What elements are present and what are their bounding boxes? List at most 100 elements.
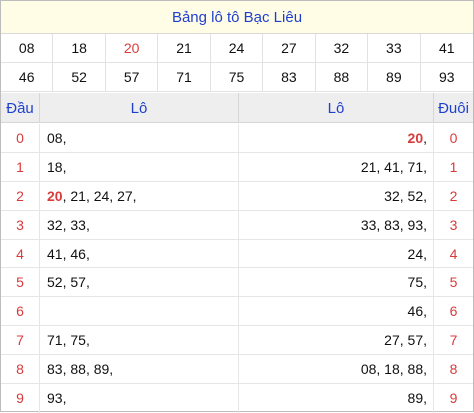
lo-left-cell: 71, 75, (39, 326, 238, 355)
lo-right-cell: 33, 83, 93, (238, 210, 433, 239)
lo-right-cell: 24, (238, 239, 433, 268)
lo-number: 93 (47, 390, 63, 407)
number-cell: 27 (263, 34, 316, 63)
dau-cell: 0 (16, 129, 24, 146)
lo-left-cell: 41, 46, (39, 239, 238, 268)
duoi-cell: 1 (433, 152, 473, 181)
lo-number: 41 (384, 158, 400, 175)
number-cell: 20 (105, 34, 159, 63)
lo-number: 88 (407, 361, 424, 378)
number-cell: 32 (315, 34, 369, 63)
lo-number: 89 (407, 390, 424, 407)
lo-number: 57 (407, 332, 424, 349)
lo-number: 08 (47, 129, 63, 146)
lo-number: 32 (384, 187, 400, 204)
number-cell: 24 (210, 34, 264, 63)
table-row: 2 20, 21, 24, 27, 32, 52, 2 (1, 181, 473, 211)
lo-number: 18 (47, 158, 63, 175)
table-row: 6 46, 6 (1, 297, 473, 327)
duoi-cell: 2 (433, 181, 473, 210)
number-grid: 08 18 20 21 24 27 32 33 41 46 52 57 71 75 83 88 89 93 (1, 34, 473, 92)
lo-number: 20 (407, 129, 424, 146)
lo-number: 46 (70, 245, 86, 262)
number-cell: 18 (53, 34, 106, 63)
lo-number: 71 (407, 158, 424, 175)
lo-number: 08 (360, 361, 377, 378)
table-row: 7 71, 75, 27, 57, 7 (1, 326, 473, 356)
table-row: 9 93, 89, 9 (1, 384, 473, 413)
duoi-cell: 6 (433, 297, 473, 326)
lo-number: 46 (407, 303, 424, 320)
dau-cell: 4 (16, 245, 24, 262)
dau-cell: 9 (16, 390, 24, 407)
lo-left-cell: 52, 57, (39, 268, 238, 297)
duoi-cell: 0 (433, 124, 473, 152)
lo-number: 27 (117, 187, 133, 204)
lo-left-cell (39, 297, 238, 326)
duoi-cell: 9 (433, 384, 473, 413)
duoi-cell: 5 (433, 268, 473, 297)
dau-cell: 7 (16, 332, 24, 349)
lo-right-cell: 20, (238, 124, 433, 152)
lo-right-cell: 21, 41, 71, (238, 152, 433, 181)
number-cell: 41 (420, 34, 473, 63)
lo-right-cell: 32, 52, (238, 181, 433, 210)
lo-number: 24 (93, 187, 110, 204)
lo-left-cell: 08, (39, 124, 238, 152)
lo-left-cell: 20, 21, 24, 27, (39, 181, 238, 210)
number-cell: 71 (158, 63, 211, 92)
lo-left-cell: 32, 33, (39, 210, 238, 239)
dau-cell: 8 (16, 361, 24, 378)
lo-number: 33 (360, 216, 377, 233)
lo-number: 27 (384, 332, 400, 349)
lo-right-cell: 08, 18, 88, (238, 355, 433, 384)
header-dau: Đầu (6, 99, 34, 117)
lo-number: 41 (47, 245, 63, 262)
table-row: 3 32, 33, 33, 83, 93, 3 (1, 210, 473, 240)
lo-number: 21 (70, 187, 86, 204)
table-row: 1 18, 21, 41, 71, 1 (1, 152, 473, 182)
lo-number: 21 (360, 158, 377, 175)
number-cell: 21 (158, 34, 211, 63)
dau-cell: 1 (16, 158, 24, 175)
number-cell: 57 (105, 63, 159, 92)
dau-cell: 3 (16, 216, 24, 233)
lo-number: 57 (70, 274, 86, 291)
dau-cell: 5 (16, 274, 24, 291)
number-cell: 83 (263, 63, 316, 92)
lo-right-cell: 89, (238, 384, 433, 413)
dau-cell: 6 (16, 303, 24, 320)
lo-number: 33 (70, 216, 86, 233)
table-row: 4 41, 46, 24, 4 (1, 239, 473, 269)
lo-number: 71 (47, 332, 63, 349)
lo-right-cell: 27, 57, (238, 326, 433, 355)
lo-number: 89 (93, 361, 110, 378)
duoi-cell: 7 (433, 326, 473, 355)
lo-right-cell: 75, (238, 268, 433, 297)
table-header: Đầu Lô Lô Đuôi (1, 93, 473, 123)
header-lo-right: Lô (238, 93, 433, 123)
lo-number: 32 (47, 216, 63, 233)
table-title: Bảng lô tô Bạc Liêu (1, 1, 473, 34)
table-row: 8 83, 88, 89, 08, 18, 88, 8 (1, 355, 473, 385)
dau-cell: 2 (16, 187, 24, 204)
lo-number: 83 (47, 361, 63, 378)
lo-number: 88 (70, 361, 86, 378)
number-cell: 52 (53, 63, 106, 92)
number-cell: 75 (210, 63, 264, 92)
header-duoi: Đuôi (433, 93, 473, 123)
lo-number: 52 (407, 187, 424, 204)
duoi-cell: 3 (433, 210, 473, 239)
number-cell: 08 (1, 34, 54, 63)
number-cell: 33 (368, 34, 421, 63)
table-body: 0 08, 20, 0 1 18, 21, 41, 71, 1 2 20, 21, 24, 27,… (1, 124, 473, 413)
table-row: 5 52, 57, 75, 5 (1, 268, 473, 298)
lo-left-cell: 18, (39, 152, 238, 181)
lo-number: 83 (384, 216, 400, 233)
lo-number: 24 (407, 245, 424, 262)
lo-number: 20 (47, 187, 63, 204)
duoi-cell: 8 (433, 355, 473, 384)
lo-number: 18 (384, 361, 400, 378)
duoi-cell: 4 (433, 239, 473, 268)
